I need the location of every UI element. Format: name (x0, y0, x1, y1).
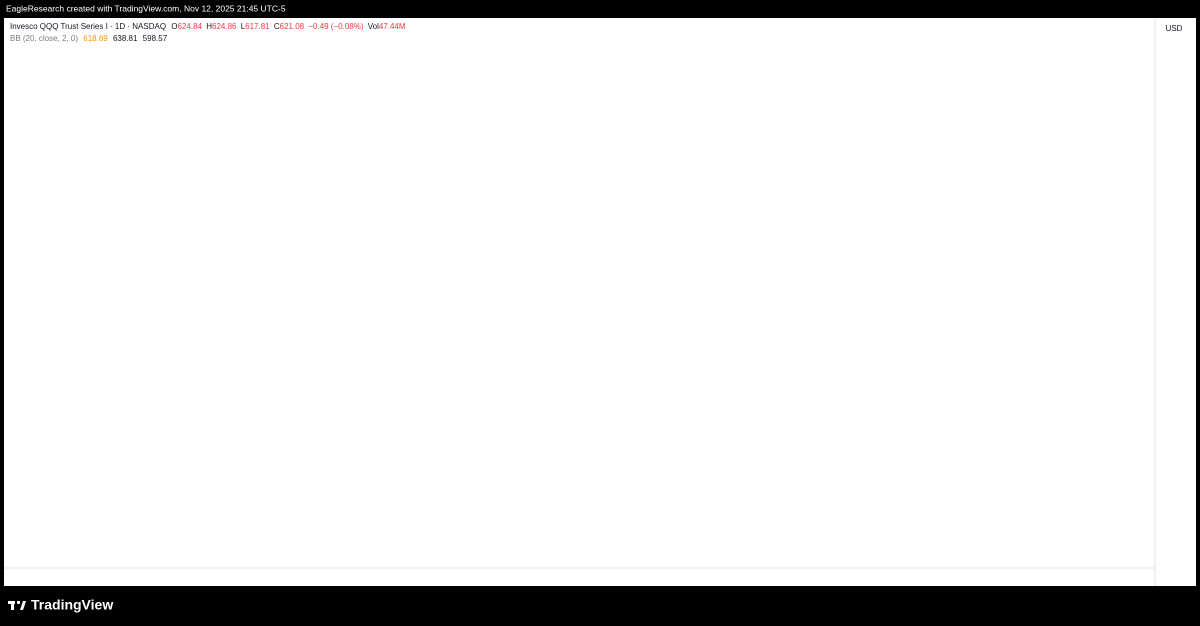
logo-mark (16, 600, 21, 605)
lower-value: 598.57 (143, 34, 168, 43)
currency-label: USD (1166, 24, 1183, 33)
change-label: −0.49 (−0.08%) (308, 22, 363, 31)
low-value: 617.81 (245, 22, 270, 31)
logo (8, 600, 26, 610)
logo-mark (11, 601, 14, 610)
volume-prefix: Vol (368, 22, 379, 31)
header-text: EagleResearch created with TradingView.c… (6, 3, 286, 13)
volume-label: 47.44M (379, 22, 406, 31)
l-prefix: L (241, 22, 246, 31)
c-prefix: C (274, 22, 280, 31)
o-prefix: O (171, 22, 177, 31)
h-prefix: H (206, 22, 212, 31)
basis-value: 618.69 (83, 34, 108, 43)
close-value: 621.08 (280, 22, 305, 31)
symbol-label: Invesco QQQ Trust Series I · 1D · NASDAQ (10, 22, 166, 31)
open-value: 624.84 (178, 22, 203, 31)
high-value: 624.86 (212, 22, 237, 31)
chart-panel (4, 18, 1196, 586)
legend-row: Invesco QQQ Trust Series I · 1D · NASDAQ… (10, 22, 406, 31)
upper-value: 638.81 (113, 34, 138, 43)
indicator-legend: BB (20, close, 2, 0) 618.69 638.81 598.5… (10, 34, 168, 43)
logo-mark (20, 601, 26, 610)
indicator-label: BB (20, close, 2, 0) (10, 34, 78, 43)
logo-text: TradingView (31, 597, 113, 613)
